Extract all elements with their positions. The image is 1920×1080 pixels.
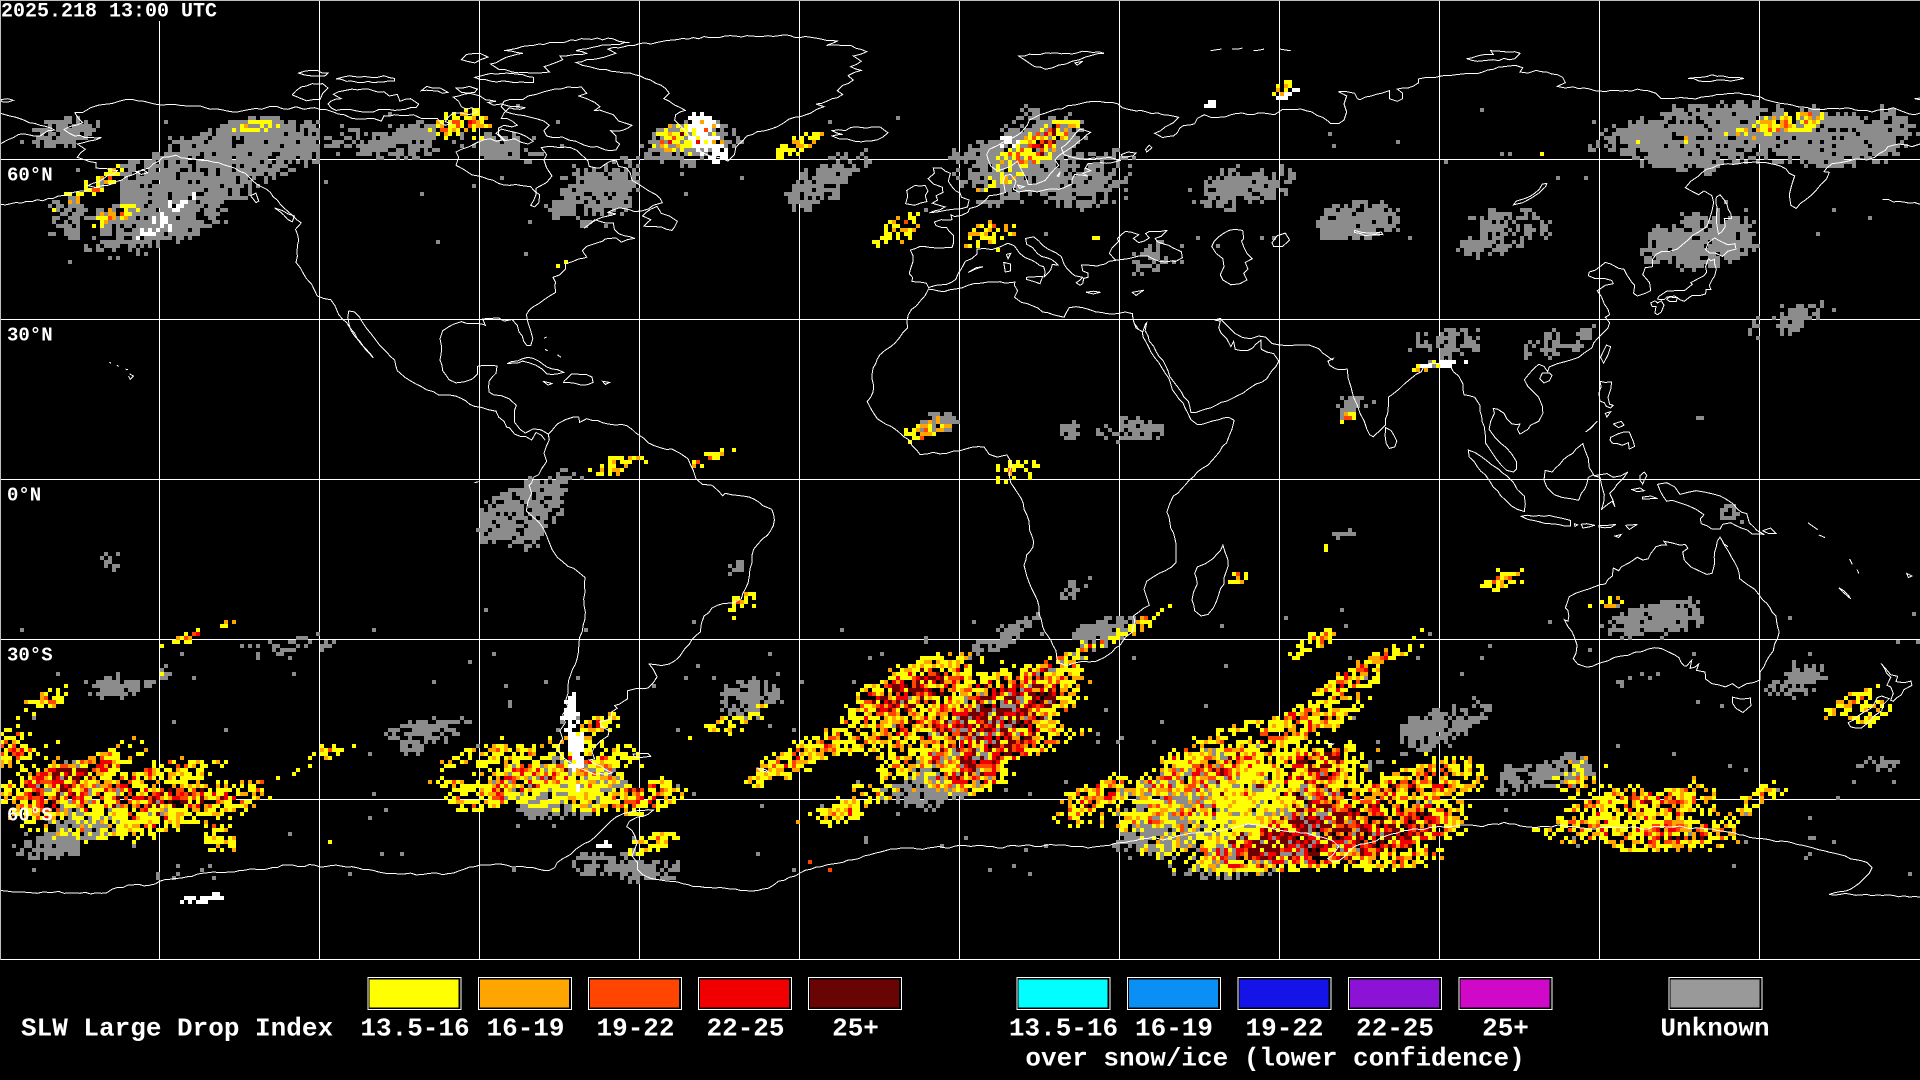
- svg-text:22-25: 22-25: [1356, 1014, 1434, 1044]
- svg-text:30°N: 30°N: [7, 325, 53, 347]
- svg-text:0°N: 0°N: [7, 485, 41, 507]
- svg-text:2025.218 13:00 UTC: 2025.218 13:00 UTC: [1, 1, 217, 24]
- svg-text:over snow/ice (lower confidenc: over snow/ice (lower confidence): [1025, 1044, 1524, 1074]
- svg-text:60°N: 60°N: [7, 165, 53, 187]
- svg-text:19-22: 19-22: [1246, 1014, 1324, 1044]
- svg-text:30°S: 30°S: [7, 645, 53, 667]
- svg-text:13.5-16: 13.5-16: [360, 1014, 469, 1044]
- svg-text:22-25: 22-25: [707, 1014, 785, 1044]
- svg-text:19-22: 19-22: [597, 1014, 675, 1044]
- svg-text:13.5-16: 13.5-16: [1009, 1014, 1118, 1044]
- svg-text:SLW Large Drop Index: SLW Large Drop Index: [21, 1014, 333, 1044]
- svg-text:Unknown: Unknown: [1660, 1014, 1769, 1044]
- svg-text:60°S: 60°S: [7, 805, 53, 827]
- svg-text:16-19: 16-19: [1135, 1014, 1213, 1044]
- svg-text:16-19: 16-19: [487, 1014, 565, 1044]
- svg-text:25+: 25+: [832, 1014, 879, 1044]
- svg-text:25+: 25+: [1482, 1014, 1529, 1044]
